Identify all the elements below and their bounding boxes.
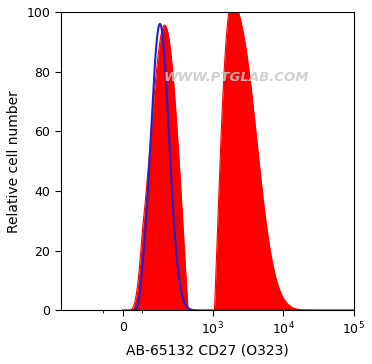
- Y-axis label: Relative cell number: Relative cell number: [7, 90, 21, 233]
- Text: WWW.PTGLAB.COM: WWW.PTGLAB.COM: [164, 71, 309, 84]
- X-axis label: AB-65132 CD27 (O323): AB-65132 CD27 (O323): [126, 343, 289, 357]
